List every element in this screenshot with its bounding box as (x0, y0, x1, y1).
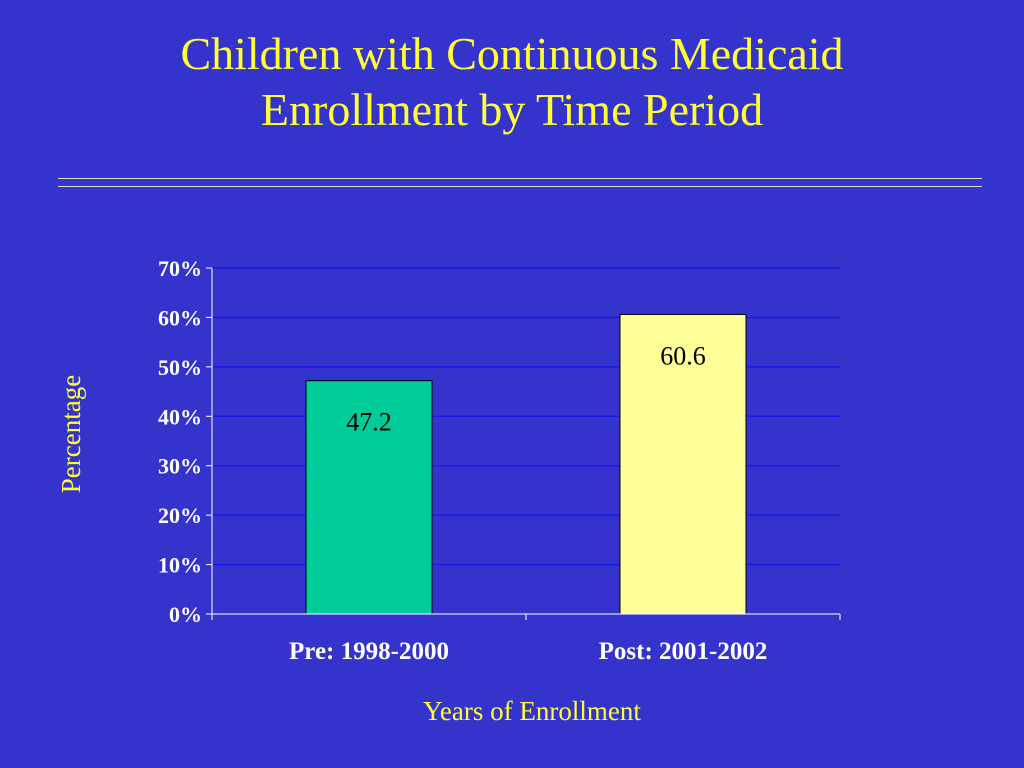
title-divider-top (58, 178, 982, 179)
y-tick-label: 40% (158, 404, 202, 429)
y-tick-labels: 0% 10% 20% 30% 40% 50% 60% 70% (158, 256, 202, 627)
title-divider-bottom (58, 186, 982, 187)
bar (305, 380, 433, 615)
y-tick-label: 50% (158, 355, 202, 380)
y-tick-label: 20% (158, 503, 202, 528)
bar (619, 313, 747, 615)
y-tick-label: 0% (169, 602, 202, 627)
bars (305, 313, 747, 615)
axes (206, 267, 841, 620)
x-category-label: Pre: 1998-2000 (289, 638, 449, 665)
y-tick-label: 70% (158, 256, 202, 281)
x-category-labels: Pre: 1998-2000 Post: 2001-2002 (289, 638, 767, 665)
data-label: 47.2 (346, 408, 392, 437)
slide-title: Children with Continuous Medicaid Enroll… (40, 26, 984, 138)
x-axis-title: Years of Enrollment (423, 696, 641, 726)
y-tick-label: 10% (158, 553, 202, 578)
y-tick-label: 30% (158, 454, 202, 479)
y-axis-title: Percentage (56, 375, 86, 493)
slide-title-line-2: Enrollment by Time Period (260, 84, 764, 135)
data-label: 60.6 (660, 341, 706, 370)
x-category-label: Post: 2001-2002 (599, 638, 768, 665)
y-tick-label: 60% (158, 305, 202, 330)
data-labels: 47.2 60.6 (346, 341, 706, 436)
slide-title-line-1: Children with Continuous Medicaid (180, 28, 844, 79)
